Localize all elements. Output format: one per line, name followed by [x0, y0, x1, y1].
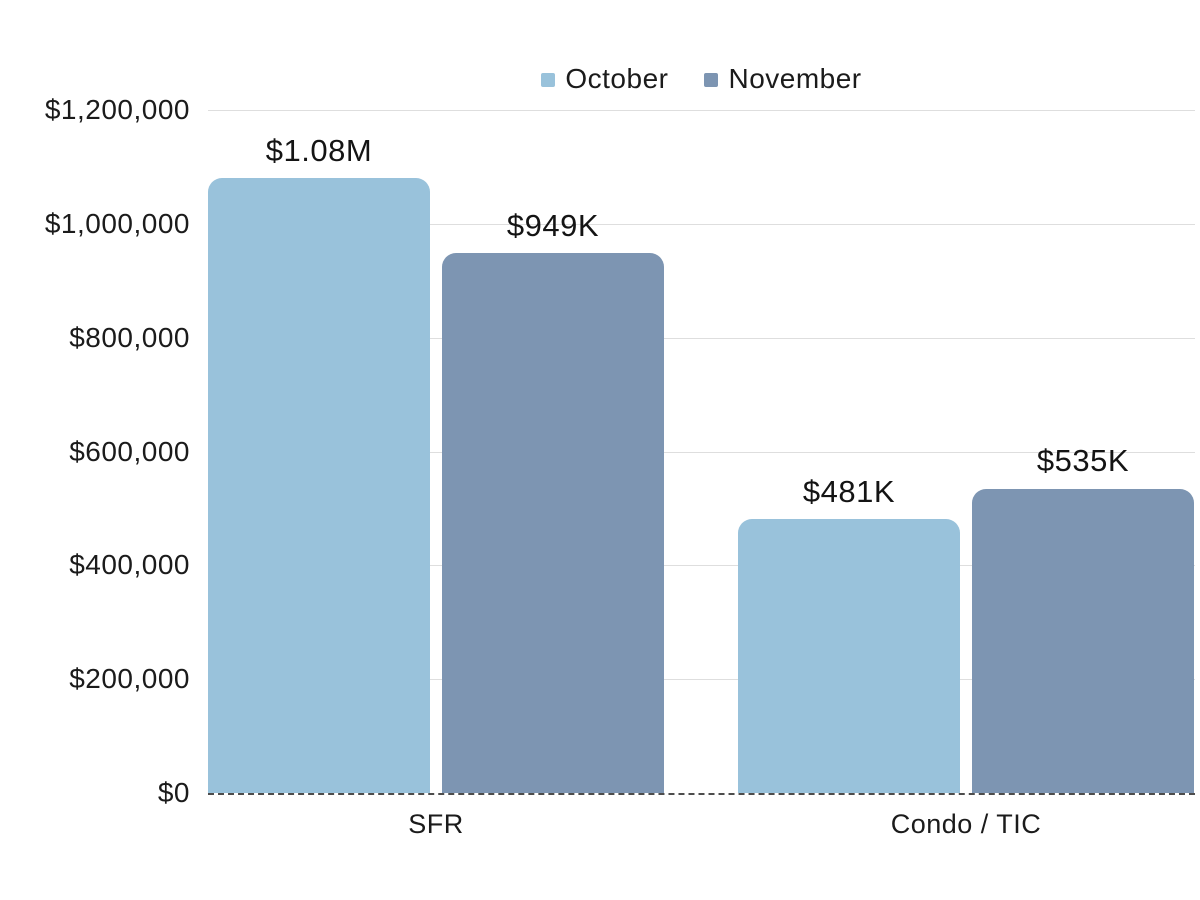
x-axis-category-label: SFR — [408, 809, 464, 839]
gridline — [208, 337, 1195, 339]
legend-swatch-november — [704, 73, 719, 87]
x-axis-line — [208, 793, 1195, 795]
legend-item-october: October — [541, 63, 668, 95]
y-axis-tick-label: $800,000 — [69, 321, 190, 353]
gridline — [208, 565, 1195, 567]
gridline — [208, 679, 1195, 681]
bar-value-label: $1.08M — [265, 133, 373, 169]
gridline — [208, 451, 1195, 453]
bar-november-sfr — [442, 252, 664, 793]
legend-label-november: November — [728, 63, 862, 94]
legend-item-november: November — [704, 63, 861, 95]
legend-label-october: October — [565, 63, 669, 94]
bar-value-label: $535K — [1036, 443, 1130, 479]
y-axis-tick-label: $200,000 — [69, 663, 190, 695]
gridline — [208, 110, 1195, 111]
legend-swatch-october — [541, 73, 556, 87]
y-axis-tick-label: $1,000,000 — [44, 207, 190, 239]
bar-october-condo-tic — [738, 519, 960, 793]
legend: October November — [208, 60, 1195, 98]
x-axis-category-label: Condo / TIC — [890, 809, 1042, 839]
y-axis-tick-label: $400,000 — [69, 549, 190, 581]
gridline — [208, 223, 1195, 225]
bar-november-condo-tic — [972, 488, 1194, 793]
bar-october-sfr — [208, 178, 430, 793]
y-axis-tick-label: $0 — [157, 777, 190, 808]
plot-area: $0 $200,000 $400,000 $600,000 $800,000 $1,000… — [45, 94, 1195, 839]
y-axis-tick-label: $600,000 — [69, 435, 190, 467]
bar-value-label: $481K — [802, 474, 896, 510]
y-axis-tick-label: $1,200,000 — [44, 94, 190, 125]
bar-value-label: $949K — [506, 207, 600, 243]
